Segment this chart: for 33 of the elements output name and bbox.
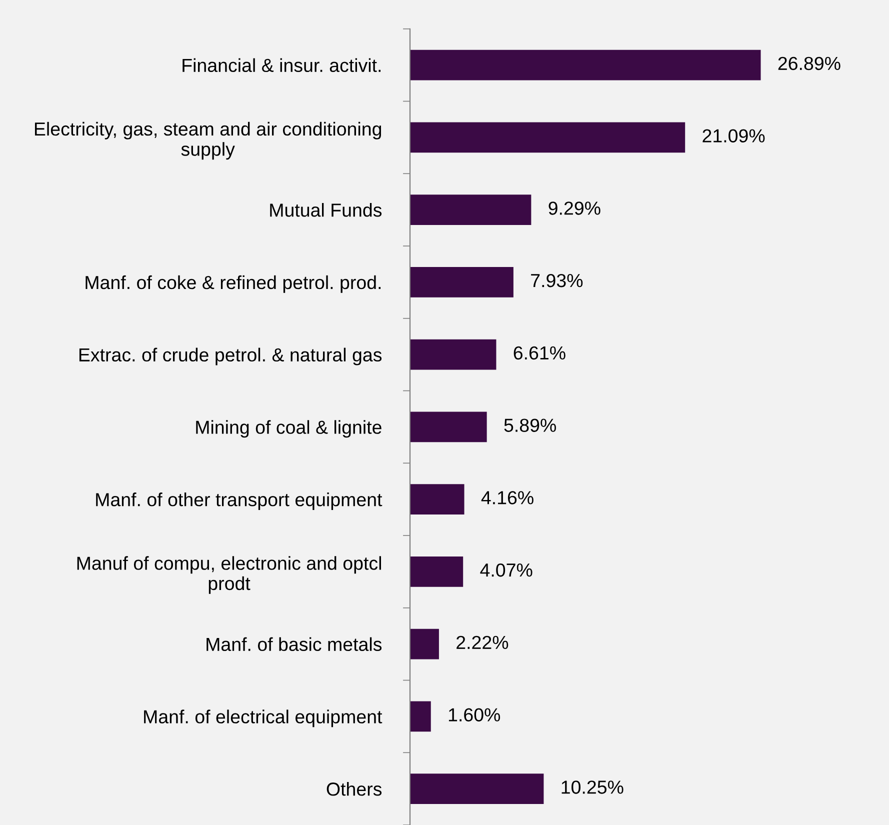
- y-tick-label: Manf. of coke & refined petrol. prod.: [86, 275, 381, 293]
- y-tick-label: Manf. of electrical equipment: [144, 710, 382, 728]
- bar: [410, 339, 496, 370]
- bar: [410, 556, 464, 587]
- data-label: 5.89%: [504, 418, 556, 432]
- data-label: 1.60%: [448, 708, 500, 722]
- data-label: 7.93%: [531, 274, 583, 288]
- bar: [410, 266, 514, 298]
- bar: [410, 194, 532, 226]
- y-tick-label: Manf. of other transport equipment: [96, 492, 382, 510]
- data-label: 10.25%: [562, 780, 624, 794]
- bar: [410, 122, 686, 153]
- bar: [410, 701, 431, 732]
- data-label: 6.61%: [514, 346, 566, 360]
- data-label: 26.89%: [778, 56, 840, 70]
- y-tick-label: Mutual Funds: [270, 203, 382, 217]
- data-label: 9.29%: [548, 202, 600, 215]
- y-tick-label: Extrac. of crude petrol. & natural gas: [79, 348, 382, 366]
- y-tick-label: Electricity, gas, steam and air conditioning supply: [34, 122, 382, 160]
- data-label: 2.22%: [456, 636, 508, 650]
- bar: [410, 412, 487, 442]
- bar: [410, 628, 439, 660]
- bar: [410, 774, 544, 804]
- bar: [410, 50, 761, 80]
- data-label: 4.16%: [481, 491, 534, 504]
- data-label: 21.09%: [702, 129, 765, 142]
- bar: [410, 484, 464, 515]
- y-tick-label: Others: [326, 782, 382, 796]
- y-tick-label: Mining of coal & lignite: [196, 420, 382, 438]
- data-label: 4.07%: [480, 563, 532, 577]
- y-tick-label: Financial & insur. activit.: [182, 58, 381, 72]
- y-tick-label: Manf. of basic metals: [206, 637, 382, 652]
- y-tick-label: Manuf of compu, electronic and optcl prodt: [77, 556, 381, 594]
